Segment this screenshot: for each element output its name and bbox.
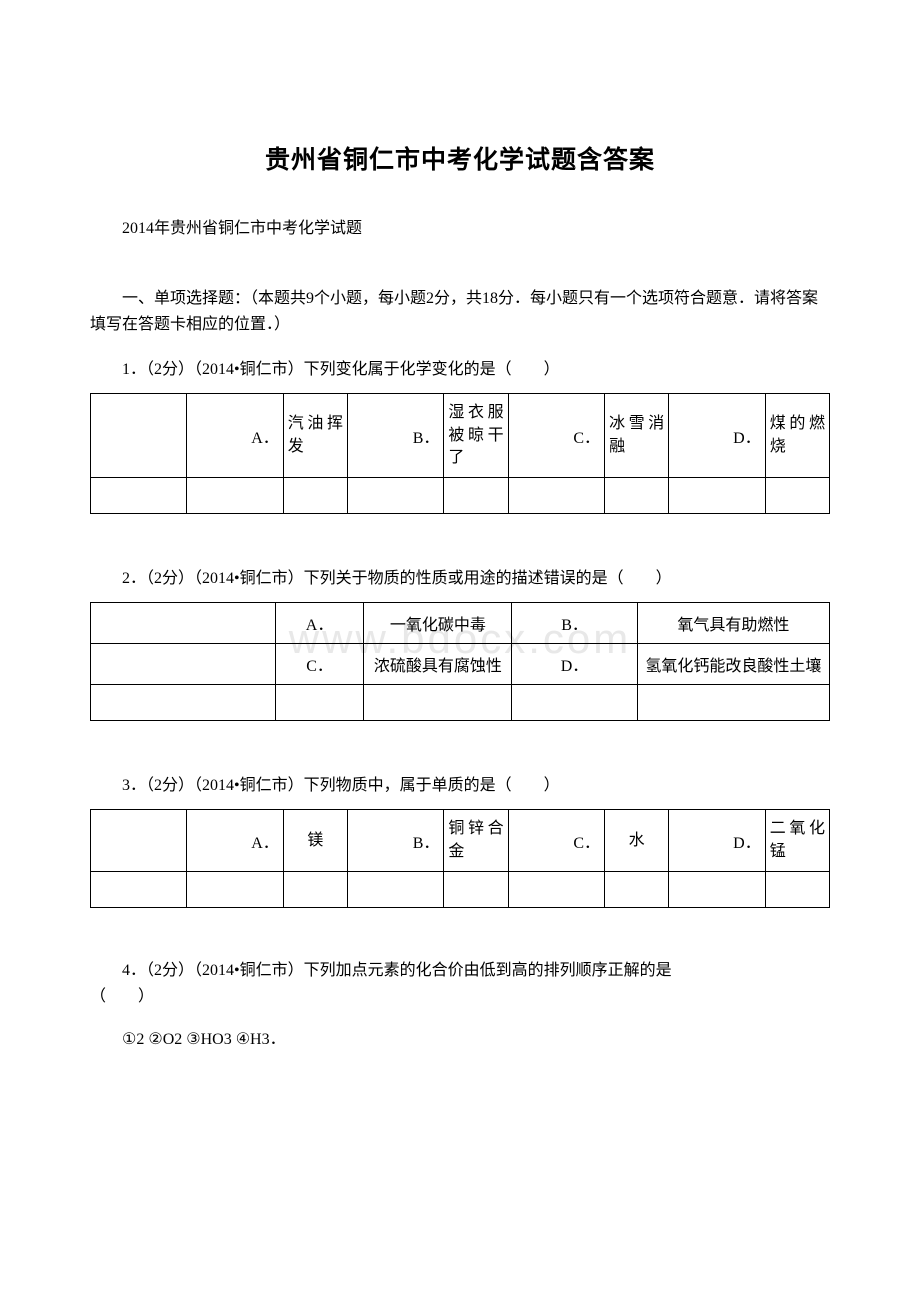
- option-c-label: C．: [508, 394, 604, 478]
- empty-cell: [187, 478, 283, 514]
- question-1-text: 1．（2分）（2014•铜仁市）下列变化属于化学变化的是（ ）: [90, 355, 830, 379]
- option-c-value: 冰雪消融: [605, 394, 669, 478]
- empty-cell: [444, 872, 508, 908]
- option-d-label: D．: [512, 644, 638, 685]
- question-4-text-line1: 4．（2分）（2014•铜仁市）下列加点元素的化合价由低到高的排列顺序正解的是: [90, 958, 830, 984]
- option-b-value: 氧气具有助燃性: [637, 603, 829, 644]
- section-one-header: 一、单项选择题：（本题共9个小题，每小题2分，共18分．每小题只有一个选项符合题…: [90, 286, 830, 337]
- table-row: A． 汽油挥发 B． 湿衣服被晾干了 C． 冰雪消融 D． 煤的燃烧: [91, 394, 830, 478]
- document-subtitle: 2014年贵州省铜仁市中考化学试题: [90, 214, 830, 238]
- option-d-label: D．: [669, 810, 765, 872]
- table-row: A． 一氧化碳中毒 B． 氧气具有助燃性: [91, 603, 830, 644]
- empty-cell: [91, 603, 276, 644]
- question-4-text-line2: （ ）: [90, 984, 830, 1010]
- document-title: 贵州省铜仁市中考化学试题含答案: [90, 140, 830, 176]
- option-c-value: 浓硫酸具有腐蚀性: [364, 644, 512, 685]
- option-a-value: 镁: [283, 810, 347, 872]
- question-3-table: A． 镁 B． 铜锌合金 C． 水 D． 二氧化锰: [90, 809, 830, 908]
- option-a-label: A．: [187, 394, 283, 478]
- empty-cell: [637, 685, 829, 721]
- empty-cell: [512, 685, 638, 721]
- option-a-label: A．: [187, 810, 283, 872]
- empty-cell: [348, 478, 444, 514]
- option-d-value: 氢氧化钙能改良酸性土壤: [637, 644, 829, 685]
- question-3-text: 3．（2分）（2014•铜仁市）下列物质中，属于单质的是（ ）: [90, 771, 830, 795]
- empty-cell: [364, 685, 512, 721]
- empty-cell: [91, 810, 187, 872]
- empty-cell: [669, 872, 765, 908]
- question-4-options: ①2 ②O2 ③HO3 ④H3．: [90, 1025, 830, 1049]
- empty-cell: [605, 478, 669, 514]
- option-b-label: B．: [512, 603, 638, 644]
- option-b-label: B．: [348, 810, 444, 872]
- question-2-table: A． 一氧化碳中毒 B． 氧气具有助燃性 C． 浓硫酸具有腐蚀性 D． 氢氧化钙…: [90, 602, 830, 721]
- empty-cell: [605, 872, 669, 908]
- table-row: C． 浓硫酸具有腐蚀性 D． 氢氧化钙能改良酸性土壤: [91, 644, 830, 685]
- option-b-label: B．: [348, 394, 444, 478]
- table-row: [91, 872, 830, 908]
- empty-cell: [91, 685, 276, 721]
- option-c-label: C．: [275, 644, 364, 685]
- empty-cell: [765, 478, 829, 514]
- empty-cell: [444, 478, 508, 514]
- empty-cell: [765, 872, 829, 908]
- option-a-label: A．: [275, 603, 364, 644]
- empty-cell: [348, 872, 444, 908]
- option-a-value: 一氧化碳中毒: [364, 603, 512, 644]
- empty-cell: [91, 644, 276, 685]
- option-b-value: 铜锌合金: [444, 810, 508, 872]
- empty-cell: [508, 478, 604, 514]
- table-row: A． 镁 B． 铜锌合金 C． 水 D． 二氧化锰: [91, 810, 830, 872]
- option-d-label: D．: [669, 394, 765, 478]
- empty-cell: [283, 872, 347, 908]
- empty-cell: [669, 478, 765, 514]
- option-d-value: 煤的燃烧: [765, 394, 829, 478]
- empty-cell: [91, 394, 187, 478]
- empty-cell: [91, 872, 187, 908]
- empty-cell: [91, 478, 187, 514]
- option-b-value: 湿衣服被晾干了: [444, 394, 508, 478]
- empty-cell: [283, 478, 347, 514]
- option-a-value: 汽油挥发: [283, 394, 347, 478]
- question-1-table: A． 汽油挥发 B． 湿衣服被晾干了 C． 冰雪消融 D． 煤的燃烧: [90, 393, 830, 514]
- empty-cell: [508, 872, 604, 908]
- empty-cell: [187, 872, 283, 908]
- empty-cell: [275, 685, 364, 721]
- option-c-label: C．: [508, 810, 604, 872]
- question-2-text: 2．（2分）（2014•铜仁市）下列关于物质的性质或用途的描述错误的是（ ）: [90, 564, 830, 588]
- option-c-value: 水: [605, 810, 669, 872]
- table-row: [91, 685, 830, 721]
- option-d-value: 二氧化锰: [765, 810, 829, 872]
- table-row: [91, 478, 830, 514]
